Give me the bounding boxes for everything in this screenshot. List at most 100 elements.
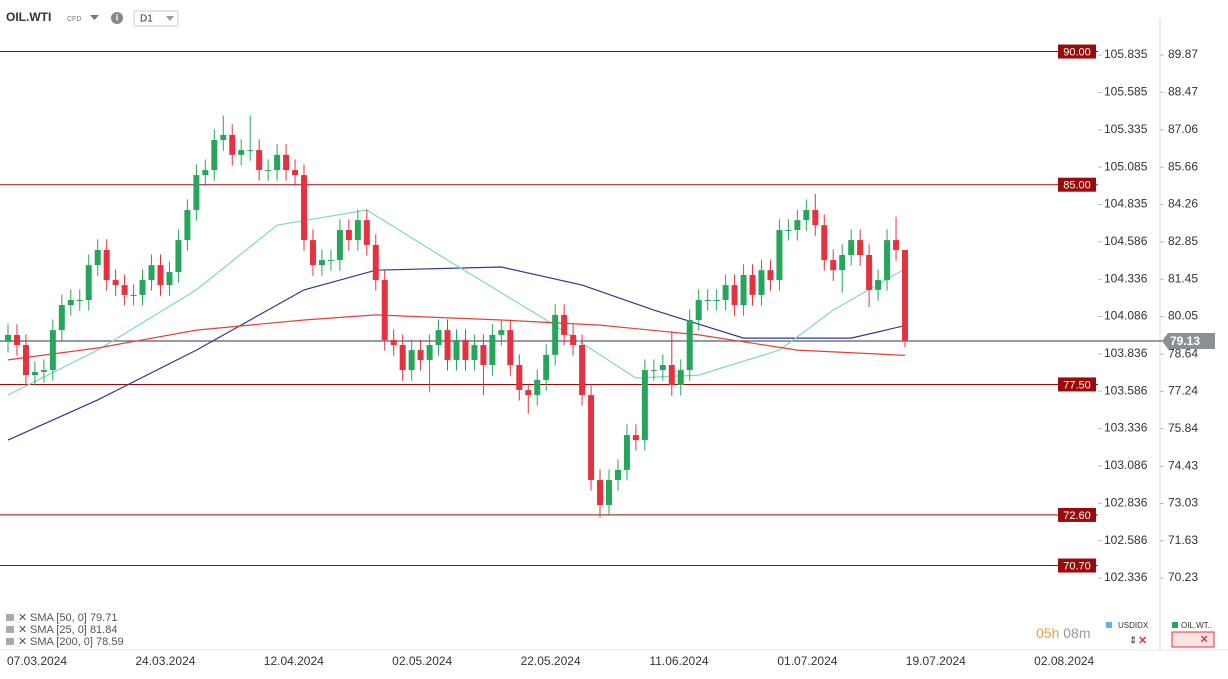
candle-body	[148, 265, 155, 281]
candle-body	[40, 370, 47, 372]
candle-body	[516, 364, 523, 391]
level-label: 72.60	[1063, 510, 1091, 522]
y-tick-label: 89.87	[1168, 47, 1198, 61]
x-tick-label: 12.04.2024	[264, 654, 324, 668]
candle-body	[112, 280, 119, 286]
candle-body	[561, 314, 568, 335]
legend-entry: SMA [50, 0] 79.71	[30, 612, 117, 624]
candle-body	[758, 270, 765, 295]
candle-body	[247, 150, 254, 152]
level-label: 77.50	[1063, 379, 1091, 391]
y2-tick-label: 102.336	[1104, 570, 1148, 584]
legend-icon	[6, 638, 14, 645]
level-label: 70.70	[1063, 560, 1091, 572]
y-tick-label: 75.84	[1168, 421, 1198, 435]
candle-body	[408, 350, 415, 371]
y-tick-label: 82.85	[1168, 234, 1198, 248]
level-label: 85.00	[1063, 180, 1091, 192]
legend-entry: SMA [25, 0] 81.84	[30, 624, 117, 636]
symbol-type: CFD	[67, 16, 81, 23]
candle-body	[292, 170, 299, 176]
level-tag	[1058, 507, 1096, 522]
candle-body	[363, 220, 370, 245]
candle-body	[498, 330, 505, 335]
candle-body	[354, 220, 361, 241]
y-tick-label: 78.64	[1168, 346, 1198, 360]
y2-tick-label: 102.586	[1104, 533, 1148, 547]
legend-remove: ✕	[18, 624, 27, 636]
y2-tick-label: 103.586	[1104, 383, 1148, 397]
remove-icon-2[interactable]: ✕	[1200, 635, 1208, 646]
candle-body	[740, 274, 747, 306]
candle-body	[435, 330, 442, 346]
info-icon[interactable]	[111, 12, 123, 24]
info-glyph: i	[116, 12, 119, 22]
timeframe-select[interactable]	[133, 10, 179, 27]
candle-body	[336, 229, 343, 261]
y-series-name[interactable]: OIL.WT..	[1181, 621, 1212, 630]
candle-body	[731, 285, 738, 306]
candle-body	[58, 305, 65, 331]
x-tick-label: 19.07.2024	[906, 654, 966, 668]
x-tick-label: 01.07.2024	[777, 654, 837, 668]
y2-tick-label: 105.835	[1104, 47, 1148, 61]
x-tick-label: 24.03.2024	[135, 654, 195, 668]
candle-body	[202, 170, 209, 176]
candle-body	[641, 370, 648, 441]
reorder-icon[interactable]: ⇕	[1129, 636, 1137, 647]
candle-body	[686, 319, 693, 371]
candle-body	[166, 272, 173, 286]
x-tick-label: 22.05.2024	[521, 654, 581, 668]
candle-body	[381, 280, 388, 340]
y2-tick-label: 103.086	[1104, 458, 1148, 472]
x-tick-label: 02.08.2024	[1034, 654, 1094, 668]
candle-body	[157, 265, 164, 286]
candle-body	[848, 240, 855, 256]
candle-body	[85, 265, 92, 301]
candle-body	[417, 350, 424, 360]
candle-body	[318, 260, 325, 266]
candle-body	[76, 300, 83, 302]
remove-icon[interactable]: ✕	[1138, 635, 1147, 647]
candle-body	[220, 134, 227, 140]
candle-body	[426, 345, 433, 360]
level-tag	[1058, 44, 1096, 59]
candle-body	[803, 210, 810, 221]
candle-body	[274, 154, 281, 171]
legend-value: 79.71	[90, 612, 118, 624]
candle-body	[875, 280, 882, 290]
y-tick-label: 84.26	[1168, 197, 1198, 211]
sma-line	[7, 314, 906, 361]
candle-body	[13, 334, 20, 346]
timeframe-dropdown	[166, 16, 174, 21]
candle-body	[902, 249, 908, 342]
candle-body	[327, 260, 334, 262]
level-label: 90.00	[1063, 46, 1091, 58]
y2-series-name[interactable]: USDIDX	[1118, 621, 1149, 630]
y-tick-label: 71.63	[1168, 533, 1198, 547]
candle-body	[453, 339, 460, 360]
candle-body	[103, 249, 110, 281]
legend-value: 78.59	[96, 636, 124, 648]
x-tick-label: 11.06.2024	[649, 654, 708, 668]
legend-name: SMA [200, 0]	[30, 636, 93, 648]
candle-body	[893, 240, 900, 250]
y-tick-label: 74.43	[1168, 458, 1198, 472]
legend-icon	[6, 626, 14, 633]
y2-tick-label: 105.085	[1104, 159, 1148, 173]
symbol[interactable]: OIL.WTI	[6, 10, 51, 24]
series-controls[interactable]	[1171, 631, 1215, 648]
candle-body	[722, 285, 729, 301]
candle-body	[49, 330, 56, 371]
legend-value: 81.84	[90, 624, 118, 636]
candle-body	[830, 260, 837, 271]
candle-body	[175, 240, 182, 273]
candle-body	[713, 300, 720, 302]
candle-body	[31, 371, 38, 376]
symbol-dropdown[interactable]	[90, 15, 99, 20]
candle-body	[256, 150, 263, 171]
candle-body	[552, 314, 559, 355]
candle-body	[668, 364, 675, 385]
legend-remove: ✕	[18, 636, 27, 648]
